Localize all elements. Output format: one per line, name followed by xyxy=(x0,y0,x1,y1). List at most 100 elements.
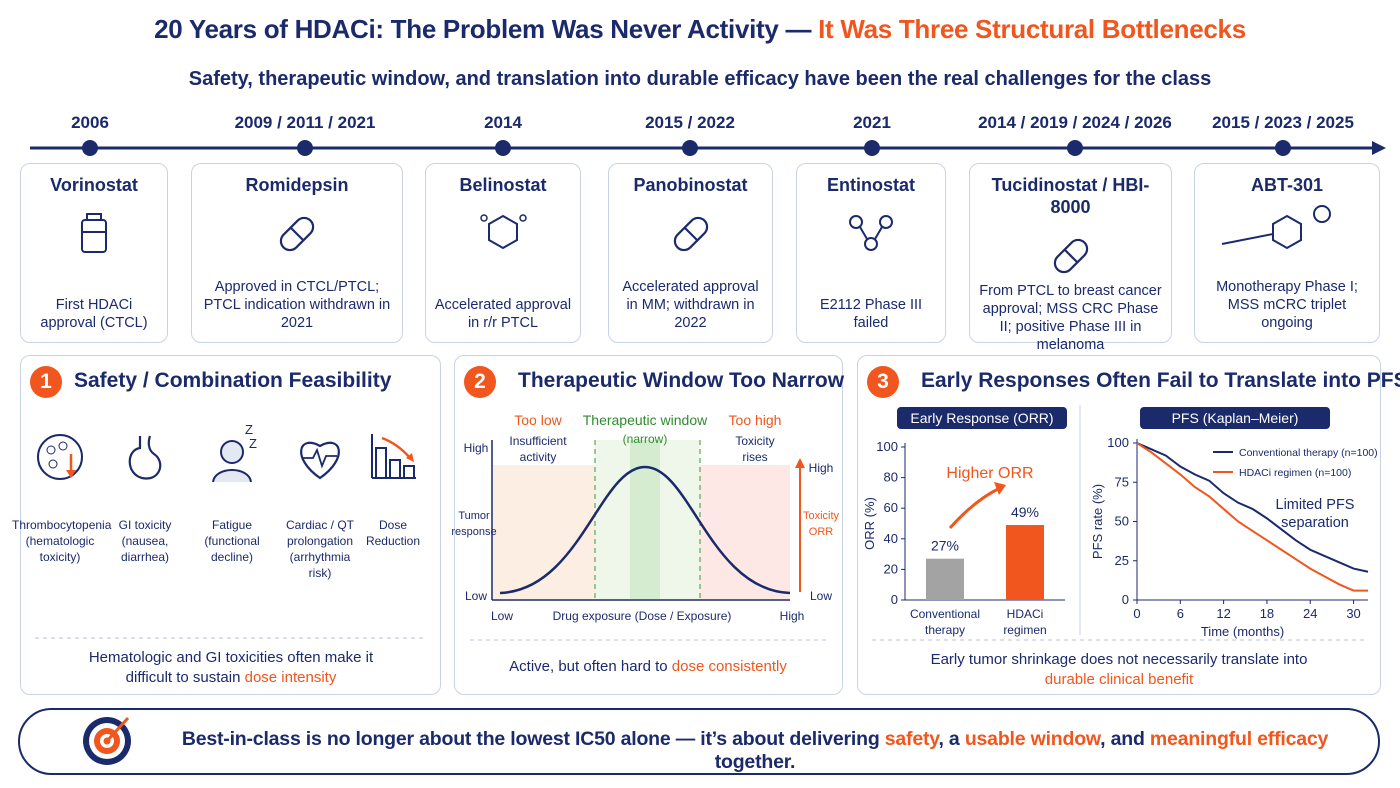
footnote-text: Early tumor shrinkage does not necessari… xyxy=(930,651,1308,668)
bar xyxy=(1006,525,1044,600)
title-highlight: It Was Three Structural Bottlenecks xyxy=(818,14,1246,44)
risk-label: Dose Reduction xyxy=(365,518,421,548)
panel-title: Therapeutic Window Too Narrow xyxy=(518,369,845,392)
drug-description: Accelerated approval in MM; withdrawn in… xyxy=(622,279,759,331)
target-icon xyxy=(105,716,130,743)
drug-name: Romidepsin xyxy=(245,175,349,195)
drug-description: Monotherapy Phase I; MSS mCRC triplet on… xyxy=(1216,279,1358,331)
timeline-card: Romidepsin Approved in CTCL/PTCL; PTCL in… xyxy=(191,163,403,343)
drug-name: Panobinostat xyxy=(633,175,748,195)
footnote-text: Hematologic and GI toxicities often make… xyxy=(88,649,374,686)
bar xyxy=(926,558,964,600)
window-label: Low xyxy=(490,609,513,623)
banner-highlight: meaningful efficacy xyxy=(1149,728,1329,750)
timeline-dot xyxy=(495,140,511,156)
banner-text-part: , and xyxy=(1100,728,1150,750)
drug-icon xyxy=(849,215,893,251)
toxicity-arrow xyxy=(795,458,805,468)
drug-name: Entinostat xyxy=(827,175,915,195)
legend-label: HDACi regimen (n=100) xyxy=(1239,467,1351,479)
drug-icon xyxy=(1053,238,1088,274)
risk-icon xyxy=(128,435,162,480)
timeline-dot xyxy=(1067,140,1083,156)
panel xyxy=(454,355,843,695)
chart-title: Early Response (ORR) xyxy=(897,407,1067,429)
y-tick-label: 80 xyxy=(884,470,898,485)
annotation: Limited PFS separation xyxy=(1275,497,1355,531)
drug-description: Accelerated approval in r/r PTCL xyxy=(434,297,572,331)
timeline-year: 2009 / 2011 / 2021 xyxy=(234,113,376,132)
drug-name: ABT-301 xyxy=(1250,175,1324,195)
timeline-year: 2015 / 2023 / 2025 xyxy=(1212,113,1354,132)
x-tick-label: 0 xyxy=(1133,606,1140,621)
drug-name: Vorinostat xyxy=(50,175,138,195)
banner-text-part: , a xyxy=(938,728,965,750)
timeline-card: Belinostat Accelerated approval in r/r PT… xyxy=(425,163,581,343)
timeline-card: Entinostat E2112 Phase III failed xyxy=(796,163,946,343)
title-text: 20 Years of HDACi: The Problem Was Never… xyxy=(154,14,819,44)
banner xyxy=(18,708,1380,775)
timeline-dot xyxy=(82,140,98,156)
drug-icon xyxy=(1221,205,1331,250)
risk-icon xyxy=(371,434,416,479)
banner-text: Best-in-class is no longer about the low… xyxy=(140,728,1370,774)
window-label: Low xyxy=(464,589,487,603)
svg-text:Z: Z xyxy=(245,422,253,437)
window-label: High xyxy=(463,441,489,455)
banner-text-part: Best-in-class is no longer about the low… xyxy=(181,728,885,750)
x-tick-label: Conventional therapy xyxy=(909,607,981,637)
risk-label: Thrombocytopenia (hematologic toxicity) xyxy=(12,518,112,564)
orr-arrow xyxy=(948,486,1001,529)
footnote-text: Active, but often hard to xyxy=(509,658,672,675)
x-tick-label: 30 xyxy=(1346,606,1360,621)
value-label: 49% xyxy=(1011,504,1039,520)
panel-title: Safety / Combination Feasibility xyxy=(74,369,392,392)
timeline-year: 2014 xyxy=(484,113,522,132)
panel xyxy=(857,355,1381,695)
drug-description: First HDACi approval (CTCL) xyxy=(40,297,148,331)
y-tick-label: 40 xyxy=(884,531,898,546)
timeline-year: 2006 xyxy=(71,113,109,132)
panel-title: Early Responses Often Fail to Translate … xyxy=(921,369,1400,392)
window-label: Tumor response xyxy=(451,510,497,538)
footnote-highlight: durable clinical benefit xyxy=(1044,671,1194,688)
panel-number: 2 xyxy=(464,366,496,398)
risk-label: Cardiac / QT prolongation (arrhythmia ri… xyxy=(285,518,354,580)
x-tick-label: HDACi regimen xyxy=(1003,607,1047,637)
window-label: High xyxy=(779,609,805,623)
y-tick-label: 50 xyxy=(1115,514,1129,529)
annotation: Higher ORR xyxy=(946,465,1034,482)
panel-footnote: Hematologic and GI toxicities often make… xyxy=(71,648,391,688)
window-label: (narrow) xyxy=(622,432,668,446)
window-label: High xyxy=(808,461,834,475)
legend-label: Conventional therapy (n=100) xyxy=(1239,447,1378,459)
timeline-arrow xyxy=(1372,141,1386,155)
timeline-dot xyxy=(1275,140,1291,156)
risk-icon xyxy=(37,434,83,480)
banner-highlight: usable window xyxy=(964,728,1101,750)
survival-line xyxy=(1136,442,1368,592)
panel-footnote: Early tumor shrinkage does not necessari… xyxy=(909,650,1329,690)
timeline-card: ABT-301 Monotherapy Phase I; MSS mCRC tri… xyxy=(1194,163,1380,343)
window-label: Insufficient activity xyxy=(509,434,567,464)
window-label: Too high xyxy=(728,412,782,428)
svg-text:Z: Z xyxy=(249,436,257,451)
title: 20 Years of HDACi: The Problem Was Never… xyxy=(0,14,1400,45)
drug-description: Approved in CTCL/PTCL; PTCL indication w… xyxy=(203,279,391,331)
window-label: Toxicity ORR xyxy=(802,510,840,538)
timeline-dot xyxy=(297,140,313,156)
risk-icon: ZZ xyxy=(212,422,257,483)
drug-name: Tucidinostat / HBI-8000 xyxy=(991,175,1150,217)
window-label: Therapeutic window xyxy=(582,412,708,428)
subtitle: Safety, therapeutic window, and translat… xyxy=(188,68,1212,90)
drug-description: E2112 Phase III failed xyxy=(819,297,923,331)
window-label: Too low xyxy=(514,412,562,428)
y-tick-label: 60 xyxy=(884,500,898,515)
y-axis-label: PFS rate (%) xyxy=(1090,484,1105,559)
x-tick-label: 24 xyxy=(1303,606,1317,621)
panel xyxy=(20,355,441,695)
y-tick-label: 100 xyxy=(876,439,898,454)
drug-icon xyxy=(480,214,527,250)
y-tick-label: 0 xyxy=(1122,592,1129,607)
